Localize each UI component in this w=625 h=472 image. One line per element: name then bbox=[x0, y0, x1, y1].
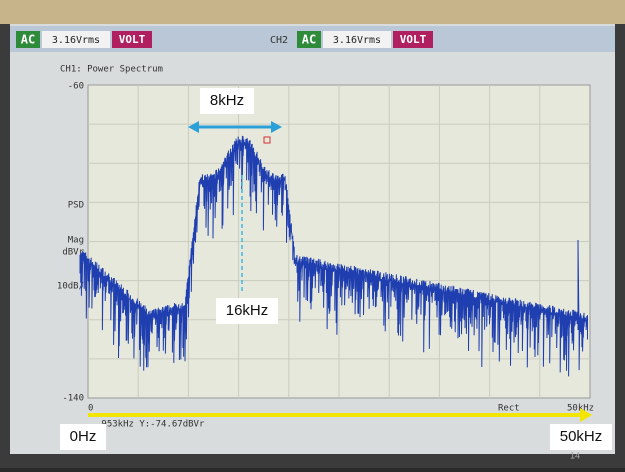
readout: .953kHz Y:-74.67dBVr bbox=[96, 420, 205, 430]
label-box bbox=[216, 298, 278, 324]
y-label: dBVr bbox=[62, 248, 84, 258]
ch2-label: CH2 bbox=[270, 35, 288, 46]
ch2-range: 3.16Vrms bbox=[333, 35, 381, 46]
label-box bbox=[550, 424, 612, 450]
y-scale: 10dB/ bbox=[57, 282, 84, 292]
start-label: 0Hz bbox=[70, 428, 97, 445]
arrow-head bbox=[188, 121, 199, 133]
ch1-coupling: AC bbox=[21, 33, 35, 47]
grid bbox=[88, 85, 590, 398]
x-mode: Rect bbox=[498, 404, 520, 414]
spectrum-trace bbox=[79, 135, 588, 377]
unit-badge bbox=[393, 31, 433, 48]
y-bottom: -140 bbox=[62, 394, 84, 404]
y-label: PSD bbox=[68, 201, 84, 211]
screen-title: CH1: Power Spectrum bbox=[60, 65, 163, 75]
ch2-unit: VOLT bbox=[400, 33, 427, 46]
coupling-badge bbox=[297, 31, 321, 48]
bandwidth-label: 8kHz bbox=[210, 92, 244, 109]
ch1-unit: VOLT bbox=[119, 33, 146, 46]
marker bbox=[263, 136, 271, 144]
x-start: 0 bbox=[88, 404, 93, 414]
label-box bbox=[60, 424, 106, 450]
ch1-range: 3.16Vrms bbox=[52, 35, 100, 46]
bezel bbox=[0, 0, 625, 24]
arrow-head bbox=[580, 408, 592, 422]
range-box bbox=[323, 31, 391, 48]
arrow-head bbox=[271, 121, 282, 133]
coupling-badge bbox=[16, 31, 40, 48]
ch2-coupling: AC bbox=[302, 33, 316, 47]
label-box bbox=[200, 88, 254, 114]
unit-badge bbox=[112, 31, 152, 48]
page-number: 14 bbox=[570, 450, 580, 460]
center-label: 16kHz bbox=[226, 302, 269, 319]
y-label: Mag bbox=[68, 236, 84, 246]
end-label: 50kHz bbox=[560, 428, 603, 445]
y-top: -60 bbox=[68, 82, 84, 92]
range-box bbox=[42, 31, 110, 48]
